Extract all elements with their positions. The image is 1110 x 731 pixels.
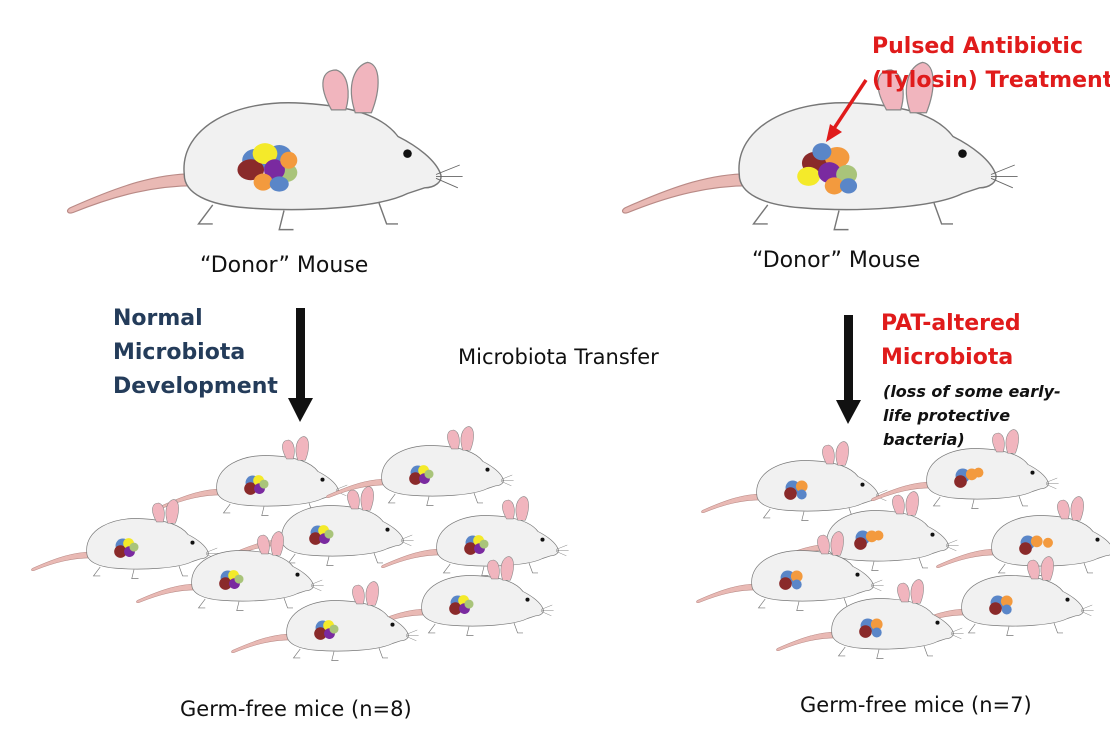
left-donor-mouse [66,61,464,231]
treatment-pointer-arrow [826,79,868,142]
left-down-arrow [288,308,313,422]
left-arrow-label-line-2: Microbiota [113,340,246,365]
left-arrow-label-line-3: Development [113,374,278,399]
left-arrow-label-line-1: Normal [113,306,203,331]
microbiota-transfer-label: Microbiota Transfer [458,345,659,369]
right-donor-mouse [621,61,1019,231]
left-donor-microbiota [237,143,298,192]
right-note-line-3: bacteria) [883,430,965,449]
right-donor-label: “Donor” Mouse [752,248,921,273]
left-arrow-label: Normal Microbiota Development [113,302,278,404]
treatment-label: Pulsed Antibiotic (Tylosin) Treatment [872,30,1110,98]
left-donor-label: “Donor” Mouse [200,253,369,278]
right-down-arrow [836,315,861,424]
right-note-line-2: life protective [883,406,1011,425]
right-recipient-group [696,429,1110,659]
right-donor-microbiota [797,143,858,195]
right-recipients-label: Germ-free mice (n=7) [800,693,1032,717]
left-recipient-group [31,426,569,661]
right-arrow-label: PAT-altered Microbiota [881,307,1021,375]
right-arrow-label-line-2: Microbiota [881,345,1014,370]
treatment-label-line-2: (Tylosin) Treatment [872,68,1110,93]
right-note-line-1: (loss of some early- [883,382,1061,401]
left-recipients-label: Germ-free mice (n=8) [180,697,412,721]
right-note: (loss of some early- life protective bac… [883,380,1061,452]
treatment-label-line-1: Pulsed Antibiotic [872,34,1083,59]
right-arrow-label-line-1: PAT-altered [881,311,1021,336]
